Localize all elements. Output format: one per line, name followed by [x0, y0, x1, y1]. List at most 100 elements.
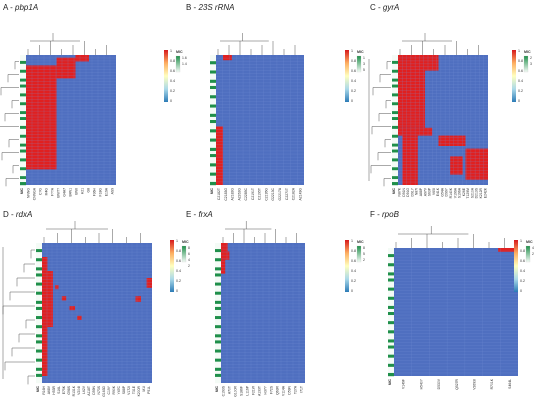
mic-scale-label: 4 [532, 246, 534, 250]
column-label: C2195G [264, 188, 268, 201]
heat-scale-label: 1 [176, 239, 178, 243]
grid-lines [394, 248, 518, 376]
column-label: C2270T [285, 188, 289, 200]
heat-scale-label: 0.4 [518, 79, 523, 83]
mic-color-scale [175, 55, 181, 73]
mic-strip [20, 55, 26, 186]
heatmap-legend: 1 0.8 0.6 0.4 0.2 0 MIC 1 3 5 [345, 49, 365, 103]
heatmap-panel-e: C193S A70T G100R S186F L116P F21W A133T H37Y F72… [215, 221, 365, 397]
column-label: Y47C [117, 385, 121, 394]
heat-scale-label: 1 [351, 239, 353, 243]
mic-scale-label: 6 [188, 252, 190, 256]
heatmap-panel-a: NNNG CNNGA C?G M4G F??A BNIT? G4A7 B4N1 BN6 H21 G8… [0, 33, 187, 200]
heat-scale-label: 0 [351, 99, 353, 103]
column-label: A2143G [298, 188, 302, 201]
mic-scale-label: 3 [530, 62, 532, 66]
column-label: G100R [234, 385, 238, 396]
column-label: D530V [437, 378, 441, 389]
column-label: F??A [51, 187, 55, 196]
column-label: T27A [294, 385, 298, 394]
row-dendrogram [0, 61, 19, 187]
column-label: F72S [270, 385, 274, 394]
column-label: R90K [112, 385, 116, 394]
resistant-cell [69, 306, 75, 311]
resistant-cell [75, 55, 89, 62]
heat-scale-label: 0 [170, 99, 172, 103]
heatmap-legend: 1 0.8 0.6 0.4 0.2 0 MIC 2 3 [512, 49, 532, 103]
column-label: D91N [402, 187, 406, 196]
heat-scale-label: 0.4 [170, 79, 175, 83]
column-label: V114A [282, 385, 286, 396]
mic-legend-title: MIC [176, 50, 183, 54]
column-label: S186F [240, 386, 244, 396]
panel-f-gene: rpoB [382, 210, 399, 219]
resistant-cell [146, 278, 152, 288]
heatmap-legend: 1 0.8 0.6 0.4 0.2 0 MIC 4 2 [514, 239, 534, 293]
row-dendrogram [368, 59, 391, 187]
column-label: A118T [87, 386, 91, 396]
mic-column-label: MIC [388, 378, 392, 385]
column-label: A70T [228, 386, 232, 394]
mic-legend-title: MIC [357, 50, 364, 54]
heat-scale-label: 1 [518, 49, 520, 53]
heat-scale-label: 0.8 [520, 249, 525, 253]
mic-scale-label: 2 [363, 258, 365, 262]
grid-lines [216, 55, 304, 185]
mic-strip [392, 55, 398, 186]
column-label: S196A [458, 187, 462, 198]
resistant-cells [42, 257, 152, 376]
heatmap-panel-c: N87K D91N D91G D91Y N87I A88P A97V S63P V65I E41K… [368, 33, 532, 199]
grid-lines [221, 243, 305, 383]
column-label: C193S [222, 385, 226, 396]
column-label: C2191T [251, 188, 255, 200]
column-label: H37Y [264, 385, 268, 394]
heat-scale-label: 0.8 [170, 59, 175, 63]
column-label: K26E [462, 187, 466, 196]
panel-b-gene: 23S rRNA [198, 3, 235, 12]
heat-scale-label: 0.4 [520, 269, 525, 273]
column-label: A68V [47, 385, 51, 394]
column-label: D59N [92, 385, 96, 394]
heat-scale-label: 0.8 [351, 59, 356, 63]
column-label: V172I [127, 386, 131, 395]
column-label: R140K [449, 187, 453, 198]
column-label: G98S [67, 385, 71, 394]
mic-scale-label: 5 [363, 68, 365, 72]
mic-scale-label: 8 [363, 246, 365, 250]
column-label: A2182G [231, 188, 235, 201]
mic-scale-label: 1 [363, 56, 365, 60]
heat-color-scale [170, 240, 174, 292]
heat-color-scale [345, 50, 349, 102]
column-label: R131K [72, 385, 76, 396]
column-label: B4N1 [69, 188, 73, 197]
panel-b-title: B - 23S rRNA [186, 3, 235, 12]
column-label: S88P [122, 385, 126, 394]
column-label: S464L [508, 379, 512, 389]
column-label: A2262G [237, 188, 241, 201]
heat-scale-label: 0.8 [351, 249, 356, 253]
resistant-cell [77, 315, 82, 320]
resistant-cell [221, 251, 230, 260]
column-label: CNNGA [33, 187, 37, 200]
column-label: G2217A [278, 187, 282, 200]
resistant-cells [216, 55, 232, 185]
heat-scale-label: 0.2 [351, 279, 356, 283]
mic-scale-label: 1.4 [182, 62, 187, 66]
column-label: AS9 [111, 188, 115, 195]
mic-scale-label: 2 [532, 252, 534, 256]
mic-scale-label: 5 [363, 252, 365, 256]
column-label: F18G [99, 188, 103, 197]
column-label: K200R [137, 385, 141, 396]
column-label: G8 [87, 188, 91, 193]
panel-a-title: A - pbp1A [3, 3, 39, 12]
grid-lines [42, 243, 152, 383]
heatmap-panel-d: R16H A68V H53R S16L E75K G98S R131K V204I L62V A1… [2, 221, 190, 397]
heat-scale-label: 0 [520, 289, 522, 293]
mic-scale-label: 2 [530, 56, 532, 60]
heat-scale-label: 0.4 [351, 269, 356, 273]
heat-scale-label: 1 [170, 49, 172, 53]
mic-strip [210, 55, 216, 186]
heat-scale-label: 0.6 [351, 259, 356, 263]
mic-column-label: MIC [210, 187, 214, 194]
heatmap-panel-b: C2182T C2183G A2182G A2262G C2285C C2191T C219… [210, 33, 365, 201]
